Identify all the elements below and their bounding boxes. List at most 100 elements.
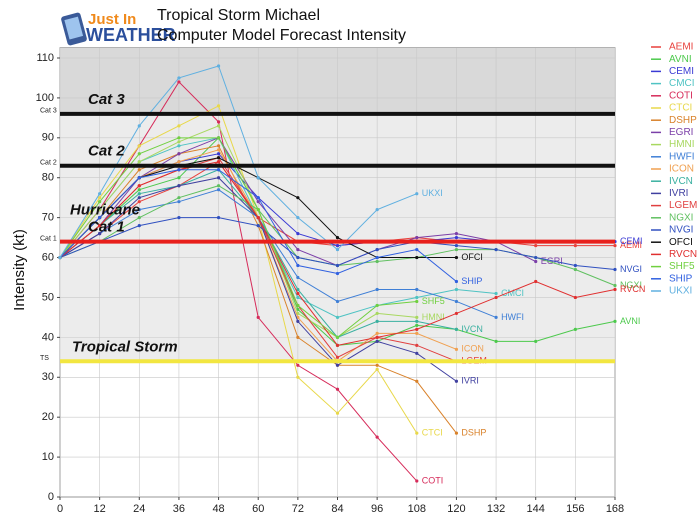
point [454, 287, 459, 292]
point [177, 80, 181, 84]
y-tick-label: 70 [42, 212, 54, 224]
logo: Just In WEATHER [61, 11, 176, 46]
threshold-label: Cat 2 [88, 143, 125, 160]
series-line [59, 65, 417, 258]
point [415, 331, 419, 335]
series-end-label: UKXI [422, 188, 443, 198]
logo-screen [64, 16, 84, 40]
point [335, 387, 340, 391]
legend-label: CEMI [669, 66, 694, 77]
point [137, 192, 141, 196]
threshold-axis-label: Cat 1 [40, 235, 57, 242]
point [296, 375, 300, 379]
series-end-label: IVCN [461, 324, 483, 334]
point [296, 291, 300, 296]
point [296, 303, 300, 308]
point [216, 188, 221, 192]
series-end-label: NGXI [620, 280, 642, 290]
point [335, 247, 340, 252]
point [137, 144, 141, 148]
point [573, 295, 577, 300]
point [137, 188, 141, 192]
point [216, 104, 221, 108]
point [454, 279, 459, 284]
y-axis-label: Intensity (kt) [11, 229, 28, 311]
series-end-label: IVRI [461, 376, 479, 386]
point [494, 247, 498, 252]
chart-subtitle: Computer Model Forecast Intensity [157, 27, 406, 44]
threshold-axis-label: Cat 2 [40, 160, 57, 167]
point [415, 247, 419, 252]
point [375, 303, 379, 308]
point [296, 319, 300, 323]
y-tick-label: 30 [42, 371, 54, 383]
legend-label: HWFI [669, 151, 695, 162]
point [296, 287, 300, 292]
legend-label: CMCI [669, 78, 695, 89]
point [454, 311, 459, 316]
legend-label: NVGI [669, 225, 693, 236]
point [573, 267, 577, 272]
x-tick-label: 120 [447, 503, 465, 515]
point [296, 363, 300, 367]
point [375, 287, 379, 292]
point [415, 287, 419, 292]
legend-label: SHIP [669, 273, 693, 284]
point [613, 287, 617, 292]
point [534, 339, 538, 343]
y-tick-label: 10 [42, 451, 54, 463]
legend-label: EGRI [669, 127, 693, 138]
x-tick-label: 0 [57, 503, 63, 515]
point [375, 311, 379, 316]
series-line [59, 105, 418, 434]
point [296, 335, 300, 339]
point [613, 283, 617, 288]
logo-text: Just In [88, 11, 136, 28]
y-tick-label: 90 [42, 132, 54, 144]
point [216, 124, 221, 128]
point [534, 279, 538, 284]
point [335, 343, 340, 347]
point [415, 255, 419, 260]
point [415, 351, 419, 355]
point [454, 327, 459, 331]
point [534, 259, 538, 264]
point [335, 271, 340, 276]
point [375, 335, 379, 339]
y-tick-label: 20 [42, 411, 54, 423]
y-tick-label: 50 [42, 291, 54, 303]
point [375, 319, 379, 323]
x-tick-label: 84 [331, 503, 343, 515]
point [415, 235, 419, 240]
point [415, 479, 419, 483]
legend-label: AEMI [669, 42, 693, 53]
point [256, 208, 260, 212]
point [296, 263, 300, 268]
point [137, 124, 141, 128]
y-tick-label: 100 [36, 92, 54, 104]
point [137, 208, 141, 212]
legend-label: CTCI [669, 103, 692, 114]
point [494, 315, 498, 320]
point [58, 255, 62, 260]
point [216, 148, 221, 152]
point [177, 76, 181, 80]
point [494, 291, 498, 296]
y-tick-label: 60 [42, 251, 54, 263]
x-tick-label: 12 [94, 503, 106, 515]
x-tick-label: 96 [371, 503, 383, 515]
x-tick-label: 144 [527, 503, 545, 515]
point [177, 160, 181, 164]
series-end-label: CMCI [501, 288, 524, 298]
point [177, 136, 181, 140]
point [335, 411, 340, 415]
series-end-label: OFCI [461, 252, 483, 262]
legend-label: AVNI [669, 54, 692, 65]
legend-label: UKXI [669, 286, 692, 297]
point [177, 184, 181, 188]
point [137, 200, 141, 204]
point [454, 255, 459, 260]
point [375, 259, 379, 264]
series-end-label: COTI [422, 475, 444, 485]
